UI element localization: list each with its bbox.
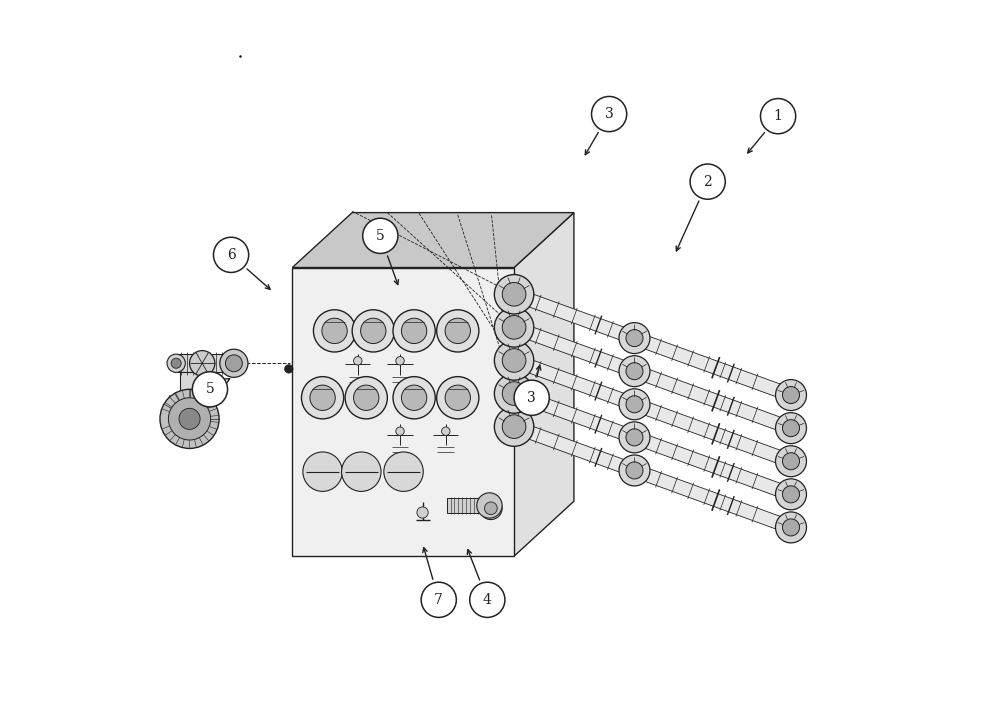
Circle shape [690, 164, 725, 199]
Circle shape [396, 356, 404, 365]
Circle shape [494, 275, 534, 314]
Circle shape [301, 377, 344, 419]
Circle shape [626, 462, 643, 479]
Circle shape [442, 427, 450, 435]
Circle shape [167, 354, 185, 372]
Circle shape [171, 358, 181, 368]
Text: 3: 3 [527, 391, 536, 405]
Circle shape [192, 372, 228, 407]
Circle shape [470, 582, 505, 617]
Circle shape [776, 512, 806, 543]
Text: 6: 6 [227, 248, 235, 262]
Polygon shape [514, 213, 574, 556]
Circle shape [396, 427, 404, 435]
Text: 5: 5 [206, 382, 214, 396]
Circle shape [776, 479, 806, 510]
Circle shape [776, 413, 806, 444]
Circle shape [421, 582, 456, 617]
Text: 3: 3 [605, 107, 613, 121]
Circle shape [225, 355, 242, 372]
Circle shape [285, 365, 293, 373]
Circle shape [437, 377, 479, 419]
Circle shape [345, 377, 387, 419]
Text: 7: 7 [434, 593, 443, 607]
Circle shape [363, 218, 398, 253]
Circle shape [485, 502, 497, 515]
Circle shape [168, 398, 211, 440]
Text: 1: 1 [774, 109, 783, 123]
Circle shape [437, 310, 479, 352]
Circle shape [480, 497, 502, 520]
Circle shape [313, 310, 356, 352]
Circle shape [213, 237, 249, 272]
Circle shape [352, 310, 394, 352]
Circle shape [502, 348, 526, 372]
Circle shape [626, 396, 643, 413]
Circle shape [220, 349, 248, 377]
Text: 5: 5 [376, 229, 385, 243]
Circle shape [393, 377, 435, 419]
Circle shape [619, 422, 650, 453]
Circle shape [354, 356, 362, 365]
Circle shape [502, 282, 526, 306]
Circle shape [619, 389, 650, 420]
Circle shape [502, 382, 526, 406]
Circle shape [514, 380, 549, 415]
Circle shape [592, 96, 627, 132]
Polygon shape [178, 354, 237, 372]
Polygon shape [292, 268, 514, 556]
Circle shape [502, 315, 526, 339]
Polygon shape [527, 360, 802, 471]
Text: 4: 4 [483, 593, 492, 607]
Circle shape [782, 420, 800, 436]
Circle shape [322, 318, 347, 344]
Circle shape [619, 356, 650, 386]
Circle shape [626, 429, 643, 446]
Circle shape [310, 385, 335, 410]
Circle shape [384, 452, 423, 491]
Circle shape [782, 386, 800, 403]
Polygon shape [527, 426, 802, 537]
Polygon shape [527, 327, 802, 438]
Polygon shape [527, 393, 802, 504]
Circle shape [179, 408, 200, 429]
Circle shape [417, 507, 428, 518]
Circle shape [361, 318, 386, 344]
Circle shape [494, 407, 534, 446]
Circle shape [782, 453, 800, 470]
Circle shape [760, 99, 796, 134]
Circle shape [190, 351, 215, 376]
Circle shape [160, 389, 219, 448]
Circle shape [619, 455, 650, 486]
Circle shape [626, 329, 643, 346]
Circle shape [494, 374, 534, 413]
Circle shape [619, 322, 650, 353]
Polygon shape [447, 498, 481, 513]
Circle shape [776, 379, 806, 410]
Circle shape [303, 452, 342, 491]
Circle shape [494, 341, 534, 380]
Circle shape [477, 493, 502, 518]
Circle shape [401, 385, 427, 410]
Circle shape [782, 486, 800, 503]
Polygon shape [292, 213, 574, 268]
Text: 2: 2 [703, 175, 712, 189]
Circle shape [494, 308, 534, 347]
Polygon shape [180, 372, 199, 416]
Circle shape [626, 363, 643, 379]
Circle shape [401, 318, 427, 344]
Circle shape [393, 310, 435, 352]
Circle shape [776, 446, 806, 477]
Circle shape [502, 415, 526, 439]
Circle shape [445, 385, 470, 410]
Circle shape [445, 318, 470, 344]
Circle shape [354, 385, 379, 410]
Circle shape [342, 452, 381, 491]
Circle shape [782, 519, 800, 536]
Polygon shape [527, 294, 802, 405]
